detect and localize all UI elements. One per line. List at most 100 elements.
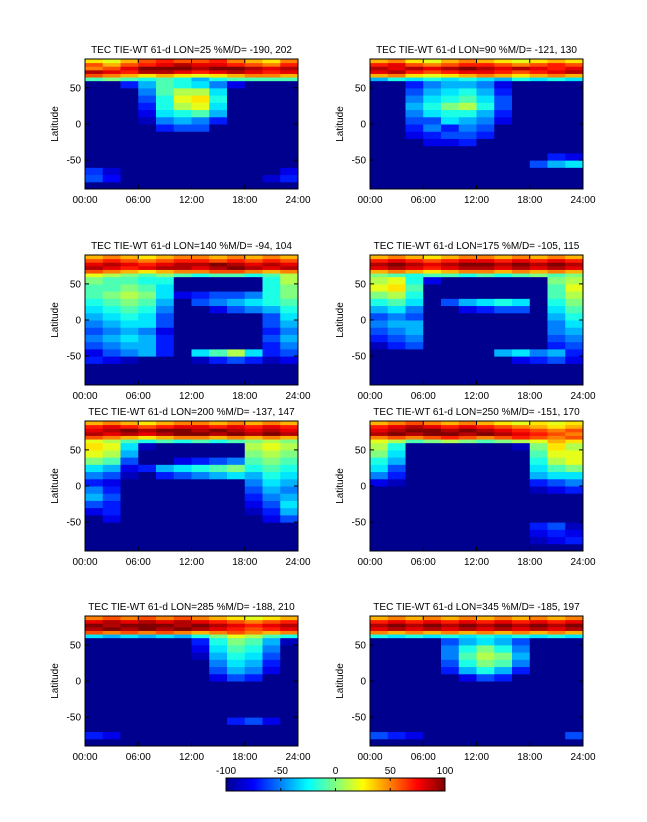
heatmap-cell	[423, 695, 442, 704]
heatmap-cell	[244, 145, 263, 154]
heatmap-cell	[529, 269, 548, 274]
heatmap-cell	[512, 73, 531, 78]
heatmap-cell	[441, 507, 460, 516]
heatmap-cell	[85, 424, 104, 429]
heatmap-cell	[120, 269, 139, 274]
heatmap-cell	[405, 59, 424, 64]
heatmap-cell	[262, 255, 281, 260]
heatmap-cell	[458, 283, 477, 292]
heatmap-cell	[85, 673, 104, 682]
heatmap-cell	[476, 543, 495, 552]
heatmap-cell	[120, 80, 139, 89]
heatmap-cell	[512, 138, 531, 147]
heatmap-cell	[191, 59, 210, 64]
heatmap-cell	[244, 69, 263, 74]
heatmap-cell	[191, 688, 210, 696]
heatmap-cell	[138, 348, 157, 357]
heatmap-cell	[405, 69, 424, 74]
heatmap-cell	[565, 442, 584, 451]
heatmap-cell	[173, 356, 192, 364]
heatmap-cell	[227, 283, 246, 292]
heatmap-cell	[547, 181, 566, 190]
heatmap-cell	[262, 87, 281, 96]
heatmap-cell	[441, 428, 460, 433]
heatmap-cell	[423, 435, 442, 440]
heatmap-cell	[85, 66, 104, 71]
heatmap-cell	[476, 273, 495, 278]
heatmap-cell	[565, 688, 584, 696]
heatmap-cell	[173, 305, 192, 314]
heatmap-cell	[262, 80, 281, 89]
heatmap-cell	[494, 435, 513, 440]
heatmap-cell	[102, 529, 121, 538]
heatmap-cell	[227, 486, 246, 494]
heatmap-cell	[512, 276, 531, 285]
heatmap-cell	[370, 500, 389, 509]
heatmap-cell	[280, 95, 299, 103]
heatmap-cell	[458, 320, 477, 328]
heatmap-cell	[138, 77, 157, 82]
heatmap-cell	[529, 102, 548, 111]
heatmap-cell	[387, 283, 406, 292]
heatmap-cell	[120, 630, 139, 635]
heatmap-cell	[547, 623, 566, 628]
heatmap-cell	[262, 616, 281, 621]
heatmap-cell	[85, 421, 104, 426]
heatmap-cell	[85, 522, 104, 530]
heatmap-cell	[227, 709, 246, 718]
heatmap-cell	[494, 724, 513, 733]
heatmap-cell	[387, 363, 406, 372]
heatmap-cell	[173, 283, 192, 292]
heatmap-cell	[529, 688, 548, 696]
heatmap-cell	[476, 377, 495, 386]
heatmap-cell	[476, 69, 495, 74]
heatmap-cell	[476, 435, 495, 440]
heatmap-cell	[227, 181, 246, 190]
heatmap-cell	[102, 424, 121, 429]
heatmap-cell	[280, 312, 299, 321]
heatmap-cell	[244, 356, 263, 364]
heatmap-cell	[227, 138, 246, 147]
heatmap-cell	[262, 258, 281, 263]
heatmap-cell	[547, 356, 566, 364]
heatmap-cell	[547, 124, 566, 132]
heatmap-cell	[547, 348, 566, 357]
heatmap-cell	[227, 62, 246, 67]
heatmap-cell	[494, 377, 513, 386]
heatmap-cell	[209, 320, 228, 328]
heatmap-cell	[173, 87, 192, 96]
heatmap-cell	[227, 312, 246, 321]
panel-6: TEC TIE-WT 61-d LON=250 %M/D= -151, 1700…	[335, 407, 596, 568]
heatmap-cell	[138, 334, 157, 343]
heatmap-cell	[262, 435, 281, 440]
heatmap-cell	[209, 702, 228, 711]
heatmap-cell	[405, 500, 424, 509]
heatmap-cell	[547, 626, 566, 631]
heatmap-cell	[262, 66, 281, 71]
heatmap-cell	[85, 262, 104, 267]
heatmap-cell	[156, 341, 175, 350]
heatmap-cell	[512, 167, 531, 176]
heatmap-cell	[85, 637, 104, 646]
heatmap-cell	[209, 652, 228, 660]
heatmap-cell	[244, 738, 263, 747]
heatmap-cell	[529, 305, 548, 314]
heatmap-cell	[441, 630, 460, 635]
heatmap-cell	[209, 522, 228, 530]
heatmap-cell	[138, 356, 157, 364]
heatmap-cell	[280, 522, 299, 530]
heatmap-cell	[370, 145, 389, 154]
heatmap-cell	[547, 442, 566, 451]
heatmap-cell	[244, 442, 263, 451]
heatmap-cell	[441, 80, 460, 89]
heatmap-cell	[494, 428, 513, 433]
heatmap-cell	[209, 167, 228, 176]
heatmap-cell	[138, 181, 157, 190]
heatmap-cell	[120, 673, 139, 682]
y-tick-label: 0	[75, 120, 81, 131]
heatmap-cell	[280, 529, 299, 538]
heatmap-cell	[191, 77, 210, 82]
heatmap-cell	[191, 116, 210, 125]
heatmap-cell	[120, 87, 139, 96]
heatmap-cell	[494, 138, 513, 147]
